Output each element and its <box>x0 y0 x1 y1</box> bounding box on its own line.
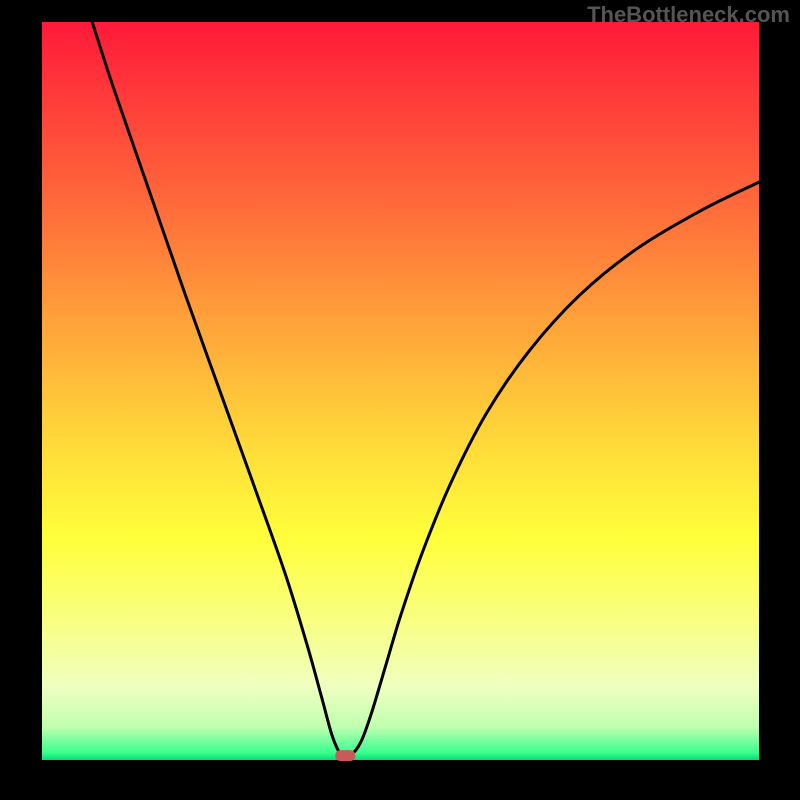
bottleneck-chart: TheBottleneck.com <box>0 0 800 800</box>
watermark-text: TheBottleneck.com <box>587 2 790 28</box>
optimal-marker <box>335 750 355 761</box>
chart-svg <box>0 0 800 800</box>
plot-background <box>42 22 759 760</box>
